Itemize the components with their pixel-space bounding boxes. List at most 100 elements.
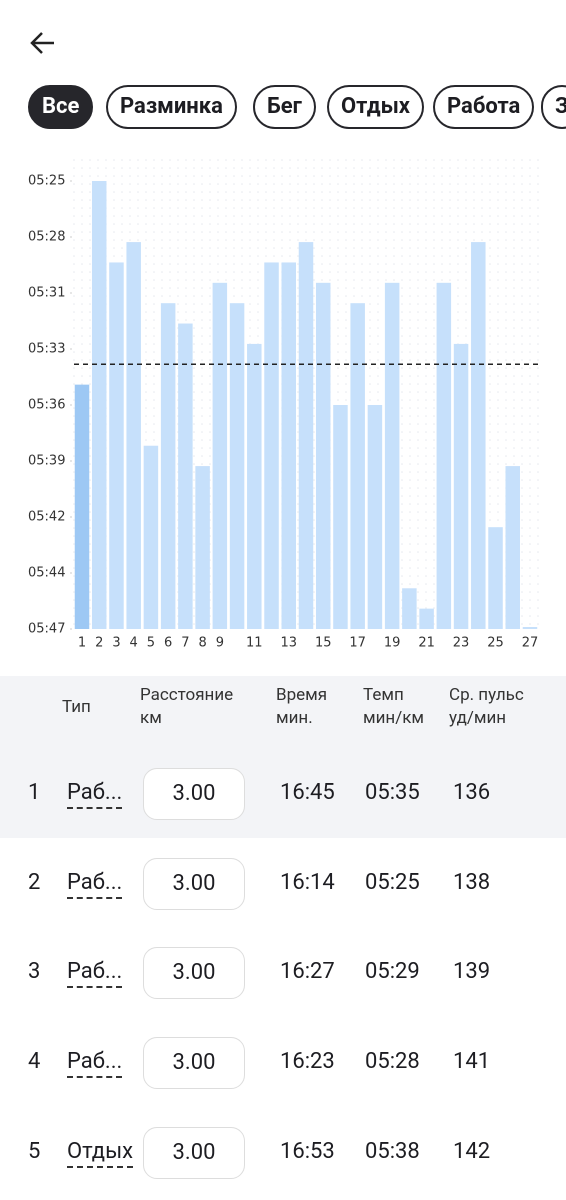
time-cell: 16:53 (280, 1138, 335, 1164)
time-cell: 16:23 (280, 1049, 335, 1075)
row-highlight (0, 738, 566, 838)
pace-cell: 05:28 (365, 1049, 420, 1075)
pulse-cell: 138 (453, 869, 491, 895)
pace-cell: 05:35 (365, 780, 420, 805)
table-header (0, 676, 566, 738)
x-tick-label: 6 (164, 636, 172, 651)
type-cell[interactable]: Раб... (67, 959, 123, 989)
time-cell: 16:27 (280, 959, 335, 985)
bar (109, 262, 124, 629)
bar (436, 282, 452, 629)
bar (160, 303, 176, 629)
pace-cell: 05:25 (365, 869, 420, 895)
bar (419, 608, 434, 629)
pulse-cell: 139 (453, 959, 491, 985)
tab[interactable]: Разминка (106, 85, 237, 129)
bar (471, 242, 486, 629)
x-tick-label: 27 (522, 636, 539, 651)
header-line: Ср. пульс (449, 685, 524, 705)
pulse-cell: 136 (453, 780, 491, 805)
x-tick-label: 11 (246, 636, 263, 651)
x-tick-label: 21 (418, 636, 435, 651)
type-cell[interactable]: Раб... (67, 870, 123, 899)
x-tick-label: 4 (130, 636, 138, 651)
x-tick-label: 7 (181, 636, 189, 651)
header-line: мин/км (363, 708, 425, 728)
bar (522, 627, 538, 629)
bar (505, 466, 520, 629)
column-header: Расстояние км (140, 684, 233, 730)
column-header: Тип (62, 696, 91, 719)
bar (384, 282, 400, 629)
x-tick-label: 13 (280, 636, 297, 651)
row-number: 4 (28, 1049, 41, 1075)
y-tick-label: 05:33 (28, 342, 65, 357)
header-line: Время (276, 685, 328, 705)
row-number: 1 (28, 780, 41, 805)
pulse-cell: 142 (453, 1138, 491, 1164)
x-tick-label: 1 (78, 636, 86, 651)
y-tick-label: 05:25 (28, 174, 65, 189)
x-tick-label: 23 (453, 636, 470, 651)
back-arrow[interactable] (28, 28, 58, 58)
chart: 05:25 05:28 05:31 05:33 05:36 05:39 05:42 05:44… (28, 155, 540, 651)
x-tick-label: 15 (315, 636, 332, 651)
tab[interactable]: Работа (433, 85, 535, 129)
type-cell[interactable]: Отдых (67, 1139, 134, 1168)
bar (212, 282, 228, 629)
column-header: Ср. пульс уд/мин (449, 684, 524, 730)
distance-input[interactable]: 3.00 (143, 947, 245, 1000)
y-tick-label: 05:36 (28, 398, 65, 413)
x-tick-label: 2 (95, 636, 103, 651)
y-tick-label: 05:31 (28, 286, 65, 301)
y-tick-label: 05:47 (28, 622, 65, 637)
y-tick-label: 05:28 (28, 230, 65, 245)
tab[interactable]: З (541, 85, 566, 129)
header-line: Темп (363, 685, 404, 705)
bar (247, 343, 262, 629)
bar (143, 445, 159, 629)
distance-input[interactable]: 3.00 (143, 1126, 245, 1179)
distance-input[interactable]: 3.00 (143, 768, 245, 820)
bar (74, 384, 90, 629)
row-number: 5 (28, 1138, 41, 1164)
distance-input[interactable]: 3.00 (143, 1037, 245, 1090)
bar (126, 242, 141, 629)
header-line: Расстояние (140, 685, 234, 705)
bar (367, 405, 383, 629)
bar (264, 262, 279, 629)
type-cell[interactable]: Раб... (67, 1049, 123, 1079)
row-number: 3 (28, 959, 41, 985)
tab[interactable]: Бег (253, 85, 316, 129)
x-tick-label: 17 (349, 636, 366, 651)
y-tick-label: 05:39 (28, 454, 65, 469)
time-cell: 16:45 (280, 780, 335, 805)
header-line: уд/мин (449, 708, 507, 728)
bar (229, 303, 245, 629)
y-tick-label: 05:44 (28, 566, 65, 581)
y-tick-label: 05:42 (28, 510, 65, 525)
x-tick-label: 8 (198, 636, 206, 651)
bar (178, 323, 193, 629)
column-header: Темп мин/км (363, 684, 424, 730)
x-tick-label: 9 (216, 636, 224, 651)
header-line: мин. (276, 708, 313, 728)
x-tick-label: 5 (147, 636, 155, 651)
distance-input[interactable]: 3.00 (143, 857, 245, 910)
bar (402, 588, 417, 629)
pace-cell: 05:38 (365, 1138, 420, 1164)
type-cell[interactable]: Раб... (67, 780, 123, 809)
tab[interactable]: Все (28, 85, 94, 129)
row-number: 2 (28, 869, 41, 895)
bar (91, 181, 107, 629)
bar (195, 466, 210, 629)
bar (281, 262, 297, 629)
bar (298, 242, 314, 629)
column-header: Время мин. (276, 684, 327, 730)
pulse-cell: 141 (453, 1049, 491, 1075)
header-line: Тип (62, 697, 91, 717)
bar (333, 405, 348, 629)
bar (350, 303, 365, 629)
tab[interactable]: Отдых (327, 85, 424, 129)
